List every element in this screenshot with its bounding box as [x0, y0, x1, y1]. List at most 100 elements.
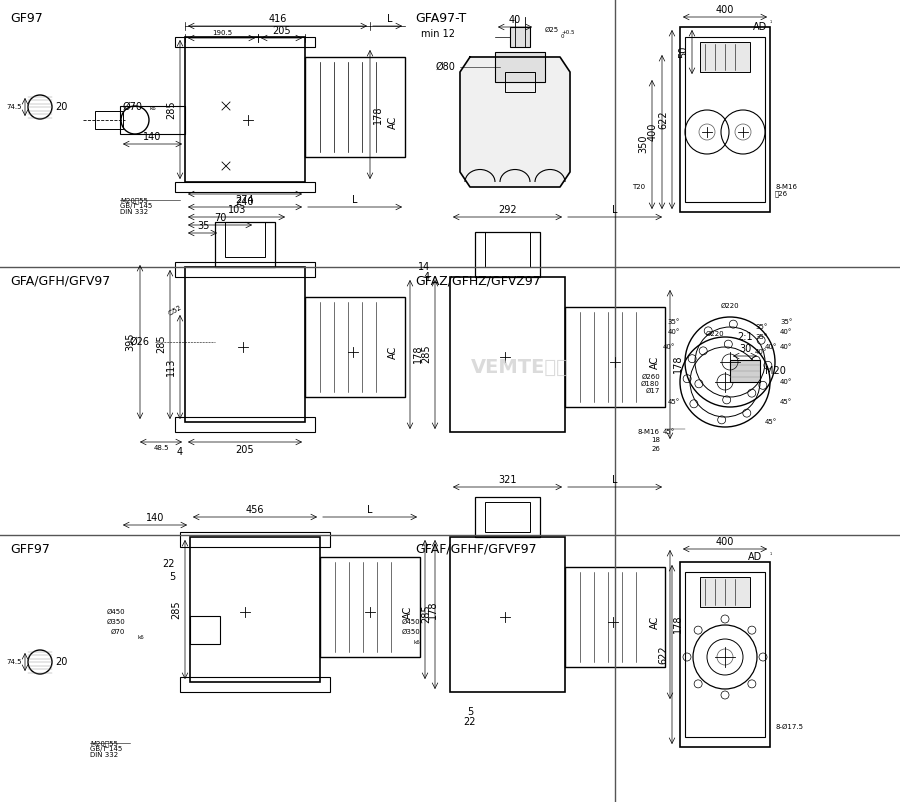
Bar: [190, 537, 320, 682]
Bar: [185, 267, 305, 422]
Bar: [175, 262, 315, 277]
Bar: [700, 577, 750, 607]
Text: DIN 332: DIN 332: [120, 209, 148, 215]
Text: GFF97: GFF97: [10, 543, 49, 556]
Text: k6: k6: [413, 639, 420, 645]
Text: 140: 140: [146, 513, 164, 523]
Bar: [120, 106, 185, 134]
Text: 30: 30: [739, 344, 752, 354]
Bar: [510, 27, 530, 47]
Text: 350: 350: [638, 135, 648, 153]
Bar: [450, 537, 565, 692]
Text: AC: AC: [650, 355, 660, 369]
Text: L: L: [612, 475, 617, 485]
Text: 22: 22: [464, 717, 476, 727]
Text: 45°: 45°: [662, 429, 675, 435]
Text: 40°: 40°: [780, 344, 792, 350]
Bar: [225, 222, 265, 257]
Text: k6: k6: [149, 106, 156, 111]
Text: 321: 321: [499, 475, 517, 485]
Text: 103: 103: [228, 205, 247, 215]
Text: Ø70: Ø70: [123, 102, 143, 112]
Text: 14: 14: [418, 262, 430, 272]
Text: 4: 4: [424, 272, 430, 282]
Text: 深26: 深26: [775, 191, 788, 197]
Bar: [485, 502, 530, 532]
Bar: [495, 52, 545, 82]
Text: Ø17: Ø17: [645, 388, 660, 394]
Text: M20深55: M20深55: [120, 197, 148, 204]
Text: 2:1: 2:1: [737, 332, 752, 342]
Bar: [700, 42, 750, 72]
Bar: [320, 557, 420, 657]
Bar: [730, 360, 760, 382]
Polygon shape: [460, 57, 570, 187]
Text: 40°: 40°: [668, 329, 680, 335]
Text: 140: 140: [143, 132, 161, 142]
Bar: [180, 532, 330, 547]
Text: 40°: 40°: [765, 344, 778, 350]
Text: 20: 20: [55, 102, 68, 112]
Text: 205: 205: [273, 26, 292, 36]
Text: Ø26: Ø26: [130, 337, 150, 347]
Bar: [565, 307, 665, 407]
Bar: [180, 677, 330, 692]
Text: 416: 416: [269, 14, 287, 24]
Bar: [305, 57, 405, 157]
Text: 292: 292: [499, 205, 517, 215]
Text: 178: 178: [413, 345, 423, 363]
Text: GFA97-T: GFA97-T: [415, 12, 466, 25]
Text: 178: 178: [373, 106, 383, 124]
Bar: [185, 37, 305, 182]
Text: 400: 400: [716, 537, 734, 547]
Text: 70: 70: [214, 213, 226, 223]
Text: AC: AC: [388, 346, 398, 358]
Text: 45°: 45°: [780, 399, 792, 405]
Text: 8-M16: 8-M16: [638, 429, 660, 435]
Text: GB/T 145: GB/T 145: [120, 203, 152, 209]
Text: 40: 40: [508, 15, 521, 25]
Text: Ø180: Ø180: [641, 381, 660, 387]
Bar: [175, 417, 315, 432]
Text: VEMTE传动: VEMTE传动: [471, 358, 569, 376]
Text: 20: 20: [55, 657, 68, 667]
Text: 113: 113: [166, 358, 176, 376]
Text: 274: 274: [236, 195, 255, 205]
Text: 240: 240: [236, 197, 254, 207]
Text: 35°: 35°: [755, 334, 768, 340]
Text: ∅52: ∅52: [167, 305, 183, 317]
Text: 400: 400: [648, 123, 658, 141]
Text: +0.5: +0.5: [561, 30, 574, 35]
Text: GFAF/GFHF/GFVF97: GFAF/GFHF/GFVF97: [415, 543, 536, 556]
Text: ₁: ₁: [770, 551, 772, 556]
Text: Ø350: Ø350: [401, 629, 420, 635]
Text: 35°: 35°: [668, 319, 680, 325]
Text: AD: AD: [753, 22, 767, 32]
Bar: [680, 562, 770, 747]
Text: Ø260: Ø260: [641, 374, 660, 380]
Text: 40°: 40°: [662, 344, 675, 350]
Bar: [505, 72, 535, 92]
Text: 26: 26: [651, 446, 660, 452]
Text: AC: AC: [388, 115, 398, 128]
Bar: [450, 277, 565, 432]
Text: Ø80: Ø80: [435, 62, 455, 72]
Text: 74.5: 74.5: [6, 104, 22, 110]
Text: Ø220: Ø220: [721, 303, 739, 309]
Text: Ø350: Ø350: [106, 619, 125, 625]
Bar: [95, 111, 123, 129]
Text: 4: 4: [177, 447, 183, 457]
Text: 190.5: 190.5: [212, 30, 232, 36]
Text: 285: 285: [171, 601, 181, 619]
Bar: [565, 567, 665, 667]
Text: 285: 285: [166, 101, 176, 119]
Text: 178: 178: [428, 601, 438, 619]
Text: GB/T 145: GB/T 145: [90, 746, 122, 752]
Text: AC: AC: [403, 606, 413, 618]
Bar: [305, 297, 405, 397]
Text: 45°: 45°: [765, 419, 778, 425]
Text: 0: 0: [561, 34, 564, 39]
Text: Ø220: Ø220: [706, 331, 724, 337]
Bar: [475, 497, 540, 537]
Text: 178: 178: [673, 354, 683, 373]
